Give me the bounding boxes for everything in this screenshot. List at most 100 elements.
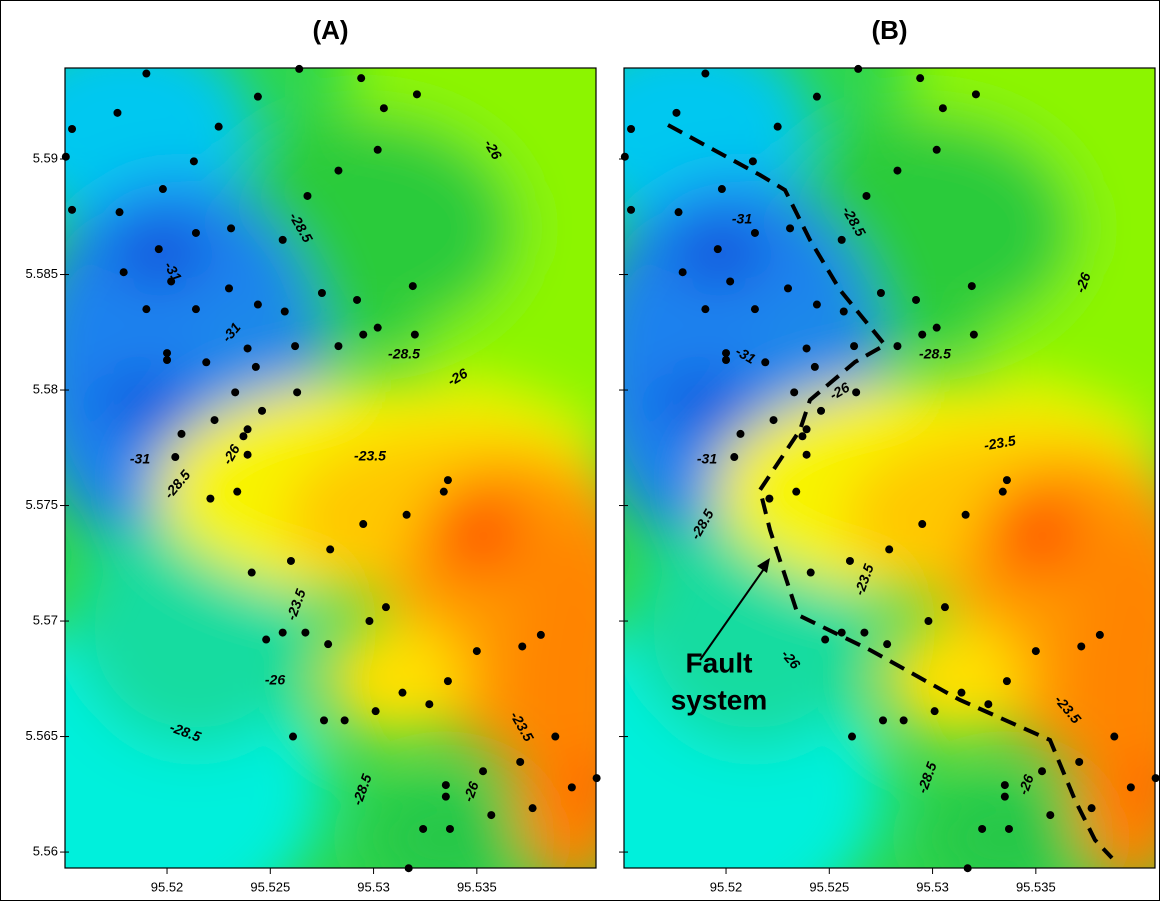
station-point <box>301 628 310 637</box>
station-point <box>748 157 757 166</box>
station-point <box>239 432 248 441</box>
station-point <box>158 185 167 194</box>
station-point <box>850 342 859 351</box>
station-point <box>592 774 601 783</box>
y-tick-label: 5.57 <box>33 612 58 627</box>
station-point <box>817 406 826 415</box>
station-point <box>291 342 300 351</box>
station-point <box>189 157 198 166</box>
station-point <box>713 245 722 254</box>
station-point <box>1000 781 1009 790</box>
station-point <box>262 635 271 644</box>
station-point <box>1000 792 1009 801</box>
station-point <box>419 824 428 833</box>
station-point <box>924 617 933 626</box>
station-point <box>821 635 830 644</box>
station-point <box>251 362 260 371</box>
station-point <box>381 603 390 612</box>
station-point <box>295 64 304 73</box>
station-point <box>551 732 560 741</box>
contour-label: -26 <box>1015 772 1037 797</box>
y-tick-label: 5.59 <box>33 150 58 165</box>
station-point <box>930 707 939 716</box>
station-point <box>967 282 976 291</box>
station-point <box>845 556 854 565</box>
y-tick-label: 5.56 <box>33 843 58 858</box>
station-point <box>425 700 434 709</box>
station-point <box>224 284 233 293</box>
station-point <box>373 323 382 332</box>
station-point <box>171 453 180 462</box>
station-point <box>761 358 770 367</box>
y-tick-label: 5.585 <box>25 266 58 281</box>
station-point <box>441 792 450 801</box>
station-point <box>1031 647 1040 656</box>
station-point <box>769 416 778 425</box>
station-point <box>191 305 200 314</box>
station-point <box>286 556 295 565</box>
panel: -28.5-31-26-28.5-31-26-23.5-31-28.5-23.5… <box>619 15 1160 894</box>
plot-frame <box>64 67 597 869</box>
station-point <box>750 228 759 237</box>
station-point <box>439 487 448 496</box>
station-point <box>154 245 163 254</box>
station-point <box>717 185 726 194</box>
station-point <box>353 295 362 304</box>
contour-label: -26 <box>265 672 285 688</box>
station-point <box>1077 642 1086 651</box>
station-point <box>303 191 312 200</box>
station-point <box>837 235 846 244</box>
station-point <box>627 124 636 133</box>
station-point <box>862 191 871 200</box>
panel-title: (B) <box>871 15 907 45</box>
x-tick-label: 95.53 <box>916 879 949 894</box>
x-tick-label: 95.525 <box>809 879 849 894</box>
station-point <box>899 716 908 725</box>
station-point <box>837 628 846 637</box>
station-point <box>984 700 993 709</box>
station-point <box>961 510 970 519</box>
station-point <box>412 90 421 99</box>
station-point <box>1046 811 1055 820</box>
station-point <box>854 64 863 73</box>
station-point <box>932 145 941 154</box>
plot-frame <box>623 67 1156 869</box>
station-point <box>319 716 328 725</box>
station-point <box>773 122 782 131</box>
station-point <box>398 688 407 697</box>
station-point <box>893 166 902 175</box>
station-point <box>971 90 980 99</box>
station-point <box>528 804 537 813</box>
station-point <box>912 295 921 304</box>
station-point <box>487 811 496 820</box>
station-point <box>324 640 333 649</box>
contour-label: -28.5 <box>388 346 420 362</box>
station-point <box>408 282 417 291</box>
station-point <box>1095 630 1104 639</box>
station-point <box>472 647 481 656</box>
station-point <box>317 289 326 298</box>
station-point <box>883 640 892 649</box>
station-point <box>1075 757 1084 766</box>
panel-title: (A) <box>312 15 348 45</box>
station-point <box>516 757 525 766</box>
station-point <box>227 224 236 233</box>
station-point <box>918 520 927 529</box>
x-tick-label: 95.535 <box>1016 879 1056 894</box>
station-point <box>243 450 252 459</box>
station-point <box>802 344 811 353</box>
station-point <box>969 330 978 339</box>
station-point <box>68 205 77 214</box>
station-point <box>674 208 683 217</box>
station-point <box>443 476 452 485</box>
station-point <box>410 330 419 339</box>
fault-line <box>667 123 1114 860</box>
station-point <box>243 425 252 434</box>
station-point <box>812 92 821 101</box>
station-point <box>878 716 887 725</box>
station-point <box>1004 824 1013 833</box>
station-point <box>790 388 799 397</box>
station-point <box>206 494 215 503</box>
station-point <box>163 356 172 365</box>
contour-label: -31 <box>130 451 150 467</box>
